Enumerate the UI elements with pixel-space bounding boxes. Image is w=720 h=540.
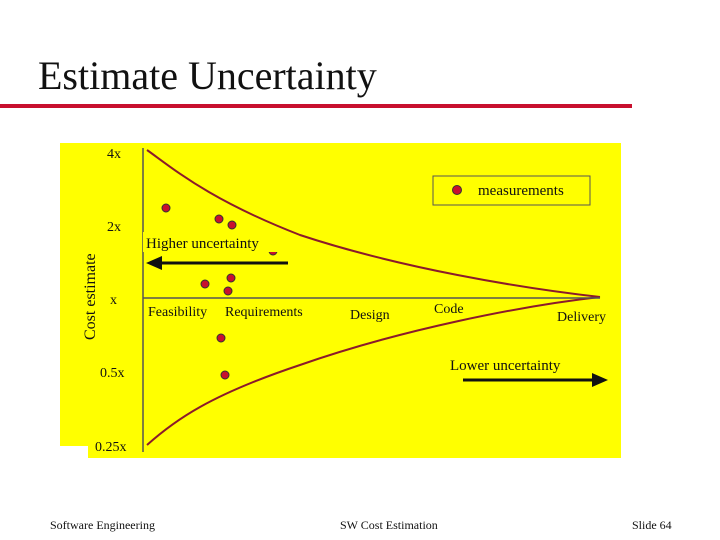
legend-box — [432, 175, 591, 206]
higher-uncertainty-box — [143, 232, 281, 252]
upper-bound-curve — [146, 149, 601, 298]
measurement-dot — [214, 214, 224, 224]
measurement-dot — [223, 286, 233, 296]
phase-design: Design — [350, 308, 390, 323]
y-tick-4x: 4x — [107, 147, 121, 162]
slide-title: Estimate Uncertainty — [38, 53, 377, 98]
footer-center: SW Cost Estimation — [340, 518, 438, 532]
measurement-dot — [226, 273, 236, 283]
higher-uncertainty-label: Higher uncertainty — [146, 236, 259, 252]
legend-dot-icon — [452, 185, 462, 195]
measurement-dot — [220, 370, 230, 380]
y-tick-0-25x: 0.25x — [95, 440, 127, 455]
footer-right: Slide 64 — [632, 518, 672, 532]
measurement-dot — [200, 279, 210, 289]
measurement-dot — [161, 203, 171, 213]
phase-requirements: Requirements — [225, 305, 303, 320]
measurement-dot — [227, 220, 237, 230]
phase-delivery: Delivery — [557, 310, 606, 325]
y-tick-2x: 2x — [107, 220, 121, 235]
title-underline — [0, 104, 632, 108]
y-tick-0-5x: 0.5x — [100, 366, 125, 381]
lower-bound-curve — [146, 296, 601, 446]
lower-uncertainty-label: Lower uncertainty — [450, 358, 561, 374]
left-arrowhead-icon — [146, 256, 162, 270]
legend-label: measurements — [478, 183, 564, 199]
phase-code: Code — [434, 302, 464, 317]
panel-notch — [60, 446, 88, 460]
measurement-dot — [216, 333, 226, 343]
phase-feasibility: Feasibility — [148, 305, 207, 320]
right-arrowhead-icon — [592, 373, 608, 387]
footer-left: Software Engineering — [50, 518, 155, 532]
y-axis-label: Cost estimate — [82, 253, 99, 340]
y-tick-x: x — [110, 293, 117, 308]
